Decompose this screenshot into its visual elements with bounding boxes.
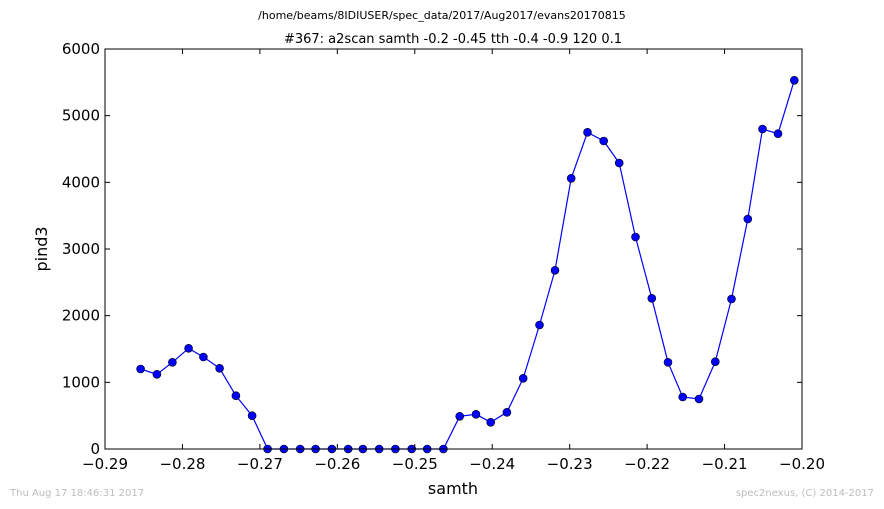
- footer-timestamp: Thu Aug 17 18:46:31 2017: [10, 488, 145, 499]
- data-point: [743, 214, 753, 224]
- y-tick-label: 1000: [62, 373, 100, 391]
- data-point: [550, 265, 560, 275]
- data-point: [583, 128, 592, 137]
- x-tick-label: −0.21: [702, 455, 748, 473]
- x-tick-label: −0.25: [392, 455, 438, 473]
- data-point: [663, 357, 673, 367]
- data-point: [647, 293, 657, 303]
- y-tick-label: 3000: [62, 240, 100, 258]
- x-tick-label: −0.22: [624, 455, 670, 473]
- x-tick-label: −0.29: [82, 455, 128, 473]
- data-point: [789, 76, 799, 85]
- x-tick-label: −0.28: [159, 455, 205, 473]
- data-point: [168, 357, 177, 367]
- data-point: [231, 391, 241, 401]
- axis-ticks: −0.29 −0.28 −0.27 −0.26 −0.25 −0.24 −0.23 −0.22…: [62, 40, 825, 473]
- data-point: [566, 174, 576, 183]
- y-tick-label: 6000: [62, 40, 100, 58]
- footer-credit: spec2nexus, (C) 2014-2017: [735, 488, 874, 499]
- chart-title: #367: a2scan samth -0.2 -0.45 tth -0.4 -…: [284, 32, 622, 47]
- y-axis-label: pind3: [32, 226, 51, 271]
- plot-frame: [104, 48, 803, 450]
- data-point: [599, 136, 609, 146]
- x-tick-label: −0.27: [237, 455, 283, 473]
- data-point: [502, 407, 512, 417]
- x-tick-label: −0.20: [779, 455, 825, 473]
- data-point: [631, 232, 640, 242]
- data-point: [710, 357, 720, 367]
- y-tick-label: 0: [90, 440, 100, 458]
- data-point: [455, 411, 465, 421]
- data-point: [471, 409, 481, 419]
- y-tick-label: 5000: [62, 107, 100, 125]
- x-tick-label: −0.26: [314, 455, 360, 473]
- data-point: [247, 411, 257, 421]
- data-point: [215, 363, 224, 373]
- data-point: [727, 294, 736, 304]
- data-point: [184, 343, 193, 353]
- x-tick-label: −0.24: [469, 455, 515, 473]
- x-axis-label: samth: [428, 479, 478, 498]
- y-tick-label: 4000: [62, 173, 100, 191]
- y-tick-label: 2000: [62, 307, 100, 325]
- plot-area: [136, 76, 799, 454]
- data-point: [152, 369, 162, 379]
- data-point: [199, 352, 208, 362]
- data-point: [758, 124, 767, 134]
- data-point: [518, 373, 528, 383]
- chart-suptitle: /home/beams/8IDIUSER/spec_data/2017/Aug2…: [258, 9, 626, 22]
- data-point: [614, 158, 624, 168]
- data-point: [694, 394, 704, 404]
- data-point: [136, 364, 145, 374]
- data-point: [535, 320, 544, 330]
- data-point: [773, 129, 783, 138]
- data-point: [678, 392, 688, 402]
- x-tick-label: −0.23: [547, 455, 593, 473]
- data-point: [486, 417, 496, 427]
